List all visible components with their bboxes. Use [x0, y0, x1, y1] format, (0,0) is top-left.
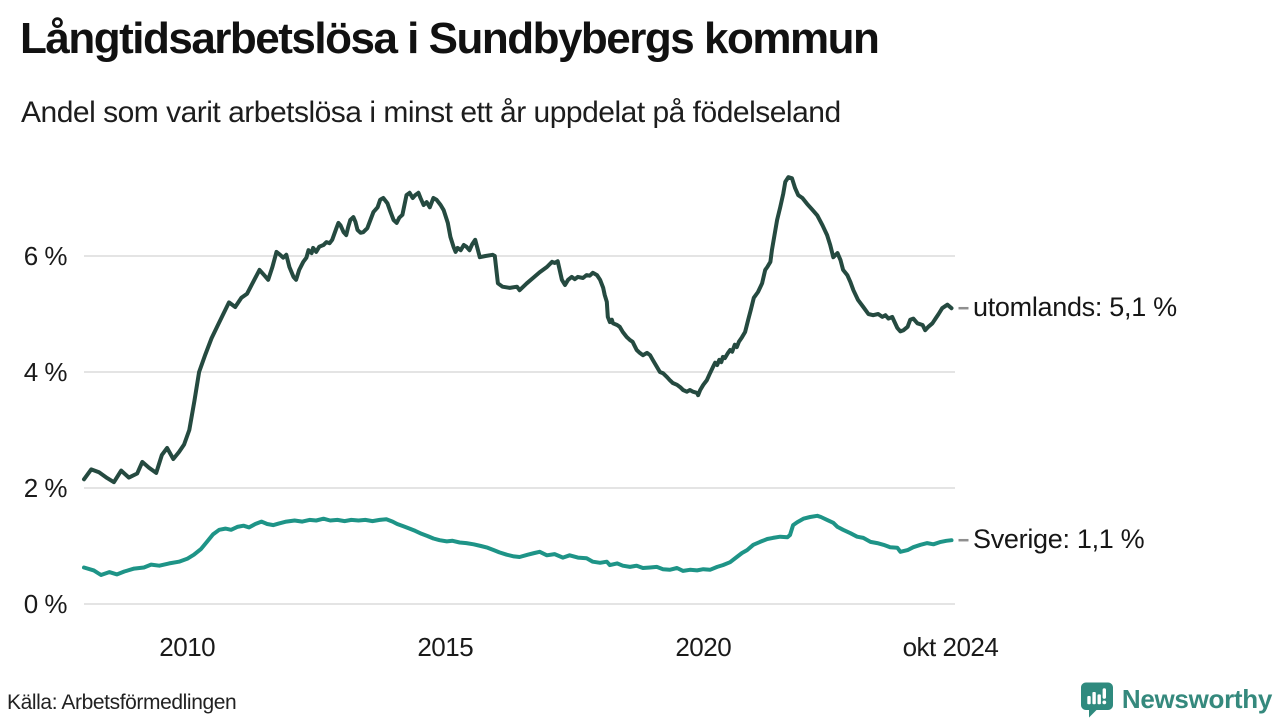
x-tick-label: 2010 [159, 632, 216, 662]
y-tick-label: 0 % [23, 589, 68, 619]
chart-subtitle: Andel som varit arbetslösa i minst ett å… [21, 96, 841, 129]
x-tick-label: okt 2024 [902, 632, 999, 662]
x-tick-label: 2020 [675, 632, 732, 662]
y-tick-label: 4 % [23, 357, 68, 387]
newsworthy-logo: Newsworthy [1079, 681, 1272, 718]
newsworthy-chart-bubble-icon [1079, 681, 1115, 718]
page-title: Långtidsarbetslösa i Sundbybergs kommun [20, 14, 880, 63]
series-label-utomlands: utomlands: 5,1 % [973, 292, 1177, 323]
source-text: Källa: Arbetsförmedlingen [7, 691, 237, 714]
x-tick-label: 2015 [417, 632, 474, 662]
y-tick-label: 2 % [23, 473, 68, 503]
newsworthy-wordmark: Newsworthy [1121, 684, 1272, 714]
y-tick-label: 6 % [23, 241, 68, 271]
series-label-sverige: Sverige: 1,1 % [973, 524, 1145, 555]
